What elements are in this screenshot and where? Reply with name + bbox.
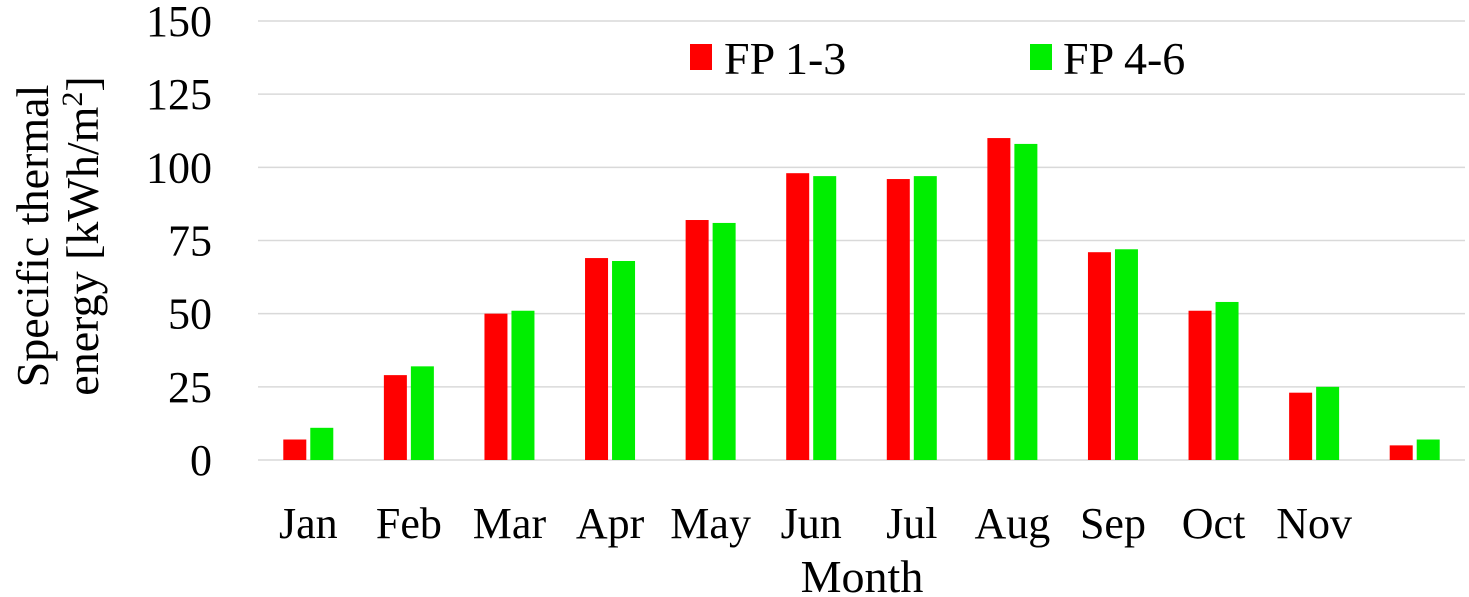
bar-1-Sep: [1087, 252, 1111, 460]
bar-1-Jan: [283, 439, 307, 460]
bar-2-Feb: [410, 366, 434, 460]
bar-1-Feb: [383, 375, 407, 460]
x-tick-label: Oct: [1182, 499, 1246, 548]
x-tick-label: Mar: [473, 499, 547, 548]
x-tick-label: Jun: [781, 499, 842, 548]
y-tick-label: 100: [146, 143, 212, 192]
legend-swatch-series-2: [1030, 44, 1052, 70]
y-tick-label: 0: [190, 436, 212, 485]
x-tick-label: Feb: [376, 499, 442, 548]
bar-1-Mar: [484, 313, 508, 460]
bar-2-Apr: [612, 260, 636, 460]
bar-2-Sep: [1114, 249, 1138, 460]
y-tick-label: 125: [146, 70, 212, 119]
bar-2-Jun: [813, 176, 837, 460]
y-tick-label: 150: [146, 0, 212, 46]
bar-1-Aug: [987, 138, 1011, 461]
bar-2-blank: [1416, 439, 1440, 460]
y-axis-title-close: ]: [57, 76, 108, 91]
legend: FP 1-3 FP 4-6: [690, 33, 1185, 84]
y-tick-label: 25: [168, 363, 212, 412]
x-tick-label: Aug: [974, 499, 1050, 548]
x-tick-label: Jul: [886, 499, 937, 548]
bar-2-Jan: [310, 427, 334, 460]
bar-2-Aug: [1014, 143, 1038, 461]
y-tick-label: 75: [168, 217, 212, 266]
y-axis-title-line2: energy [kWh/m2]: [56, 76, 108, 395]
bar-1-Oct: [1188, 310, 1212, 460]
x-tick-labels: Jan Feb Mar Apr May Jun Jul Aug Sep Oct Nov: [279, 499, 1352, 548]
bar-2-Jul: [913, 176, 937, 460]
y-axis-title-line1: Specific thermal: [7, 85, 58, 388]
legend-swatch-series-1: [690, 44, 712, 70]
gridlines: [258, 20, 1465, 461]
bar-1-Jun: [786, 173, 810, 461]
legend-label-series-1: FP 1-3: [724, 33, 846, 84]
y-tick-labels: 0 25 50 75 100 125 150: [146, 0, 212, 485]
y-tick-label: 50: [168, 290, 212, 339]
bar-2-May: [712, 222, 736, 460]
x-tick-label: Apr: [576, 499, 645, 548]
y-axis-title: Specific thermal energy [kWh/m2]: [7, 76, 108, 395]
x-tick-label: May: [670, 499, 751, 548]
bar-1-Apr: [585, 258, 609, 460]
bar-2-Oct: [1215, 301, 1239, 460]
bar-1-Jul: [886, 179, 910, 461]
y-axis-title-line2-text: energy [kWh/m: [57, 106, 108, 395]
y-axis-title-superscript: 2: [56, 92, 89, 107]
x-tick-label: Sep: [1080, 499, 1146, 548]
bar-1-Nov: [1289, 392, 1313, 460]
x-axis-title: Month: [801, 551, 924, 597]
bar-2-Nov: [1316, 386, 1340, 460]
bar-2-Mar: [511, 310, 535, 460]
bars: [283, 138, 1440, 461]
x-tick-label: Nov: [1276, 499, 1352, 548]
x-tick-label: Jan: [279, 499, 338, 548]
bar-1-May: [685, 220, 709, 460]
bar-1-blank: [1389, 445, 1413, 460]
legend-label-series-2: FP 4-6: [1063, 33, 1185, 84]
